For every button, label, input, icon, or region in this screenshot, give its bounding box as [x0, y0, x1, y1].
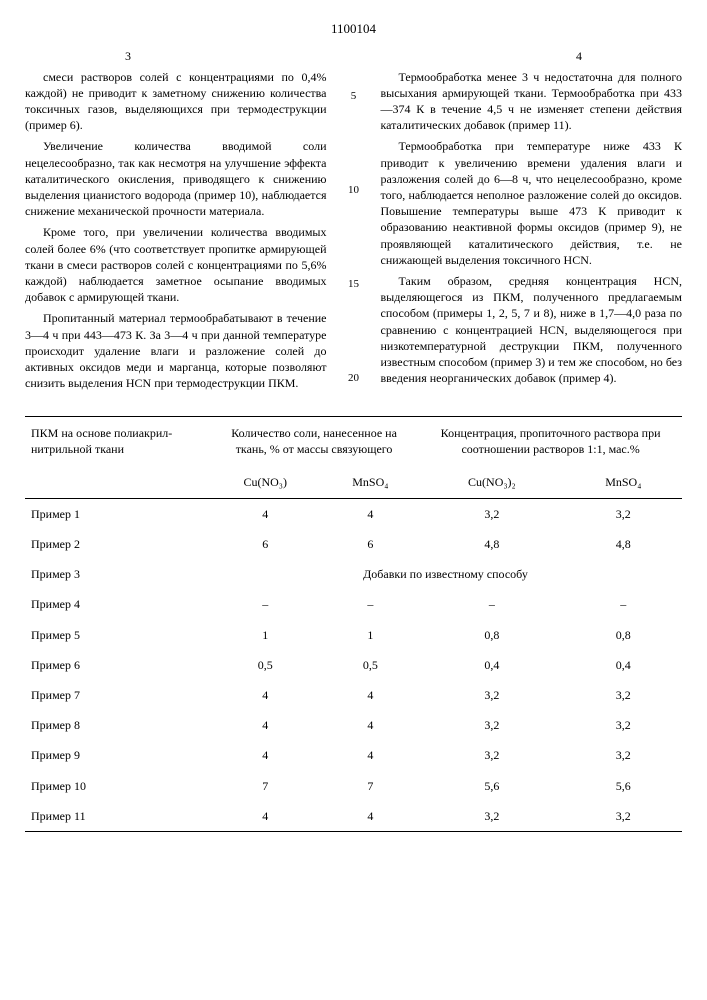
para: смеси растворов солей с концентрациями п…	[25, 69, 327, 134]
line-num: 10	[348, 183, 359, 198]
cell-value: 4,8	[419, 529, 564, 559]
line-numbers: 5 10 15 20	[345, 69, 363, 397]
cell-value: 0,8	[419, 620, 564, 650]
cell-value: –	[565, 589, 682, 619]
cell-value: 1	[321, 620, 419, 650]
table-row: Пример 8443,23,2	[25, 710, 682, 740]
cell-value: 4	[209, 801, 322, 832]
cell-value: –	[209, 589, 322, 619]
cell-value: 3,2	[419, 498, 564, 529]
table-row: Пример 9443,23,2	[25, 740, 682, 770]
row-label: Пример 4	[25, 589, 209, 619]
cell-value: 4	[209, 710, 322, 740]
table-row: Пример 60,50,50,40,4	[25, 650, 682, 680]
cell-value: 0,5	[321, 650, 419, 680]
row-label: Пример 5	[25, 620, 209, 650]
cell-value: 6	[321, 529, 419, 559]
cell-value: 3,2	[419, 740, 564, 770]
merge-note: Добавки по известному способу	[209, 559, 682, 589]
para: Пропитанный материал термообрабатывают в…	[25, 310, 327, 391]
table-row: Пример 11443,23,2	[25, 801, 682, 832]
cell-value: 0,4	[419, 650, 564, 680]
sub-head-mn1: MnSO₄	[321, 466, 419, 499]
row-label: Пример 8	[25, 710, 209, 740]
sub-head-mn2: MnSO₄	[565, 466, 682, 499]
sub-head-cu2: Cu(NO₃)₂	[419, 466, 564, 499]
para: Термообработка менее 3 ч недостаточна дл…	[381, 69, 683, 134]
cell-value: 1	[209, 620, 322, 650]
row-label: Пример 3	[25, 559, 209, 589]
cell-value: 4	[321, 680, 419, 710]
table-row: Пример 3Добавки по известному способу	[25, 559, 682, 589]
cell-value: 3,2	[565, 680, 682, 710]
cell-value: 7	[321, 771, 419, 801]
row-label: Пример 9	[25, 740, 209, 770]
row-label: Пример 10	[25, 771, 209, 801]
table-row: Пример 2664,84,8	[25, 529, 682, 559]
cell-value: 6	[209, 529, 322, 559]
line-num: 15	[348, 277, 359, 292]
row-label: Пример 2	[25, 529, 209, 559]
text-columns: смеси растворов солей с концентрациями п…	[25, 69, 682, 397]
cell-value: 3,2	[565, 710, 682, 740]
cell-value: 5,6	[565, 771, 682, 801]
cell-value: 0,8	[565, 620, 682, 650]
cell-value: 3,2	[565, 801, 682, 832]
page-number-left: 3	[125, 48, 131, 64]
line-num: 5	[351, 89, 357, 104]
table-row: Пример 10775,65,6	[25, 771, 682, 801]
para: Таким образом, средняя концентрация HCN,…	[381, 273, 683, 386]
cell-value: 4	[209, 740, 322, 770]
cell-value: 4,8	[565, 529, 682, 559]
sub-head-cu1: Cu(NO₃)	[209, 466, 322, 499]
row-label: Пример 7	[25, 680, 209, 710]
cell-value: 4	[321, 801, 419, 832]
para: Кроме того, при увеличении количества вв…	[25, 224, 327, 305]
cell-value: 4	[209, 498, 322, 529]
cell-value: 3,2	[419, 801, 564, 832]
data-table: ПКМ на основе полиакрил-нитрильной ткани…	[25, 416, 682, 832]
cell-value: 3,2	[419, 710, 564, 740]
row-label: Пример 1	[25, 498, 209, 529]
cell-value: 4	[321, 740, 419, 770]
right-column: Термообработка менее 3 ч недостаточна дл…	[381, 69, 683, 397]
doc-number: 1100104	[25, 20, 682, 38]
para: Термообработка при температуре ниже 433 …	[381, 138, 683, 268]
para: Увеличение количества вводимой соли неце…	[25, 138, 327, 219]
cell-value: 7	[209, 771, 322, 801]
col-head-concentration: Концентрация, пропиточного раствора при …	[419, 417, 682, 466]
table-row: Пример 5110,80,8	[25, 620, 682, 650]
cell-value: 3,2	[565, 498, 682, 529]
row-label: Пример 6	[25, 650, 209, 680]
table-row: Пример 7443,23,2	[25, 680, 682, 710]
cell-value: 5,6	[419, 771, 564, 801]
table-row: Пример 1443,23,2	[25, 498, 682, 529]
page-number-right: 4	[576, 48, 582, 64]
cell-value: –	[321, 589, 419, 619]
cell-value: 0,5	[209, 650, 322, 680]
row-label: Пример 11	[25, 801, 209, 832]
line-num: 20	[348, 371, 359, 386]
table-row: Пример 4––––	[25, 589, 682, 619]
cell-value: 4	[209, 680, 322, 710]
cell-value: –	[419, 589, 564, 619]
cell-value: 3,2	[419, 680, 564, 710]
col-head-amount: Количество соли, нанесенное на ткань, % …	[209, 417, 419, 466]
cell-value: 0,4	[565, 650, 682, 680]
col-head-material: ПКМ на основе полиакрил-нитрильной ткани	[25, 417, 209, 499]
cell-value: 4	[321, 498, 419, 529]
cell-value: 3,2	[565, 740, 682, 770]
cell-value: 4	[321, 710, 419, 740]
left-column: смеси растворов солей с концентрациями п…	[25, 69, 327, 397]
